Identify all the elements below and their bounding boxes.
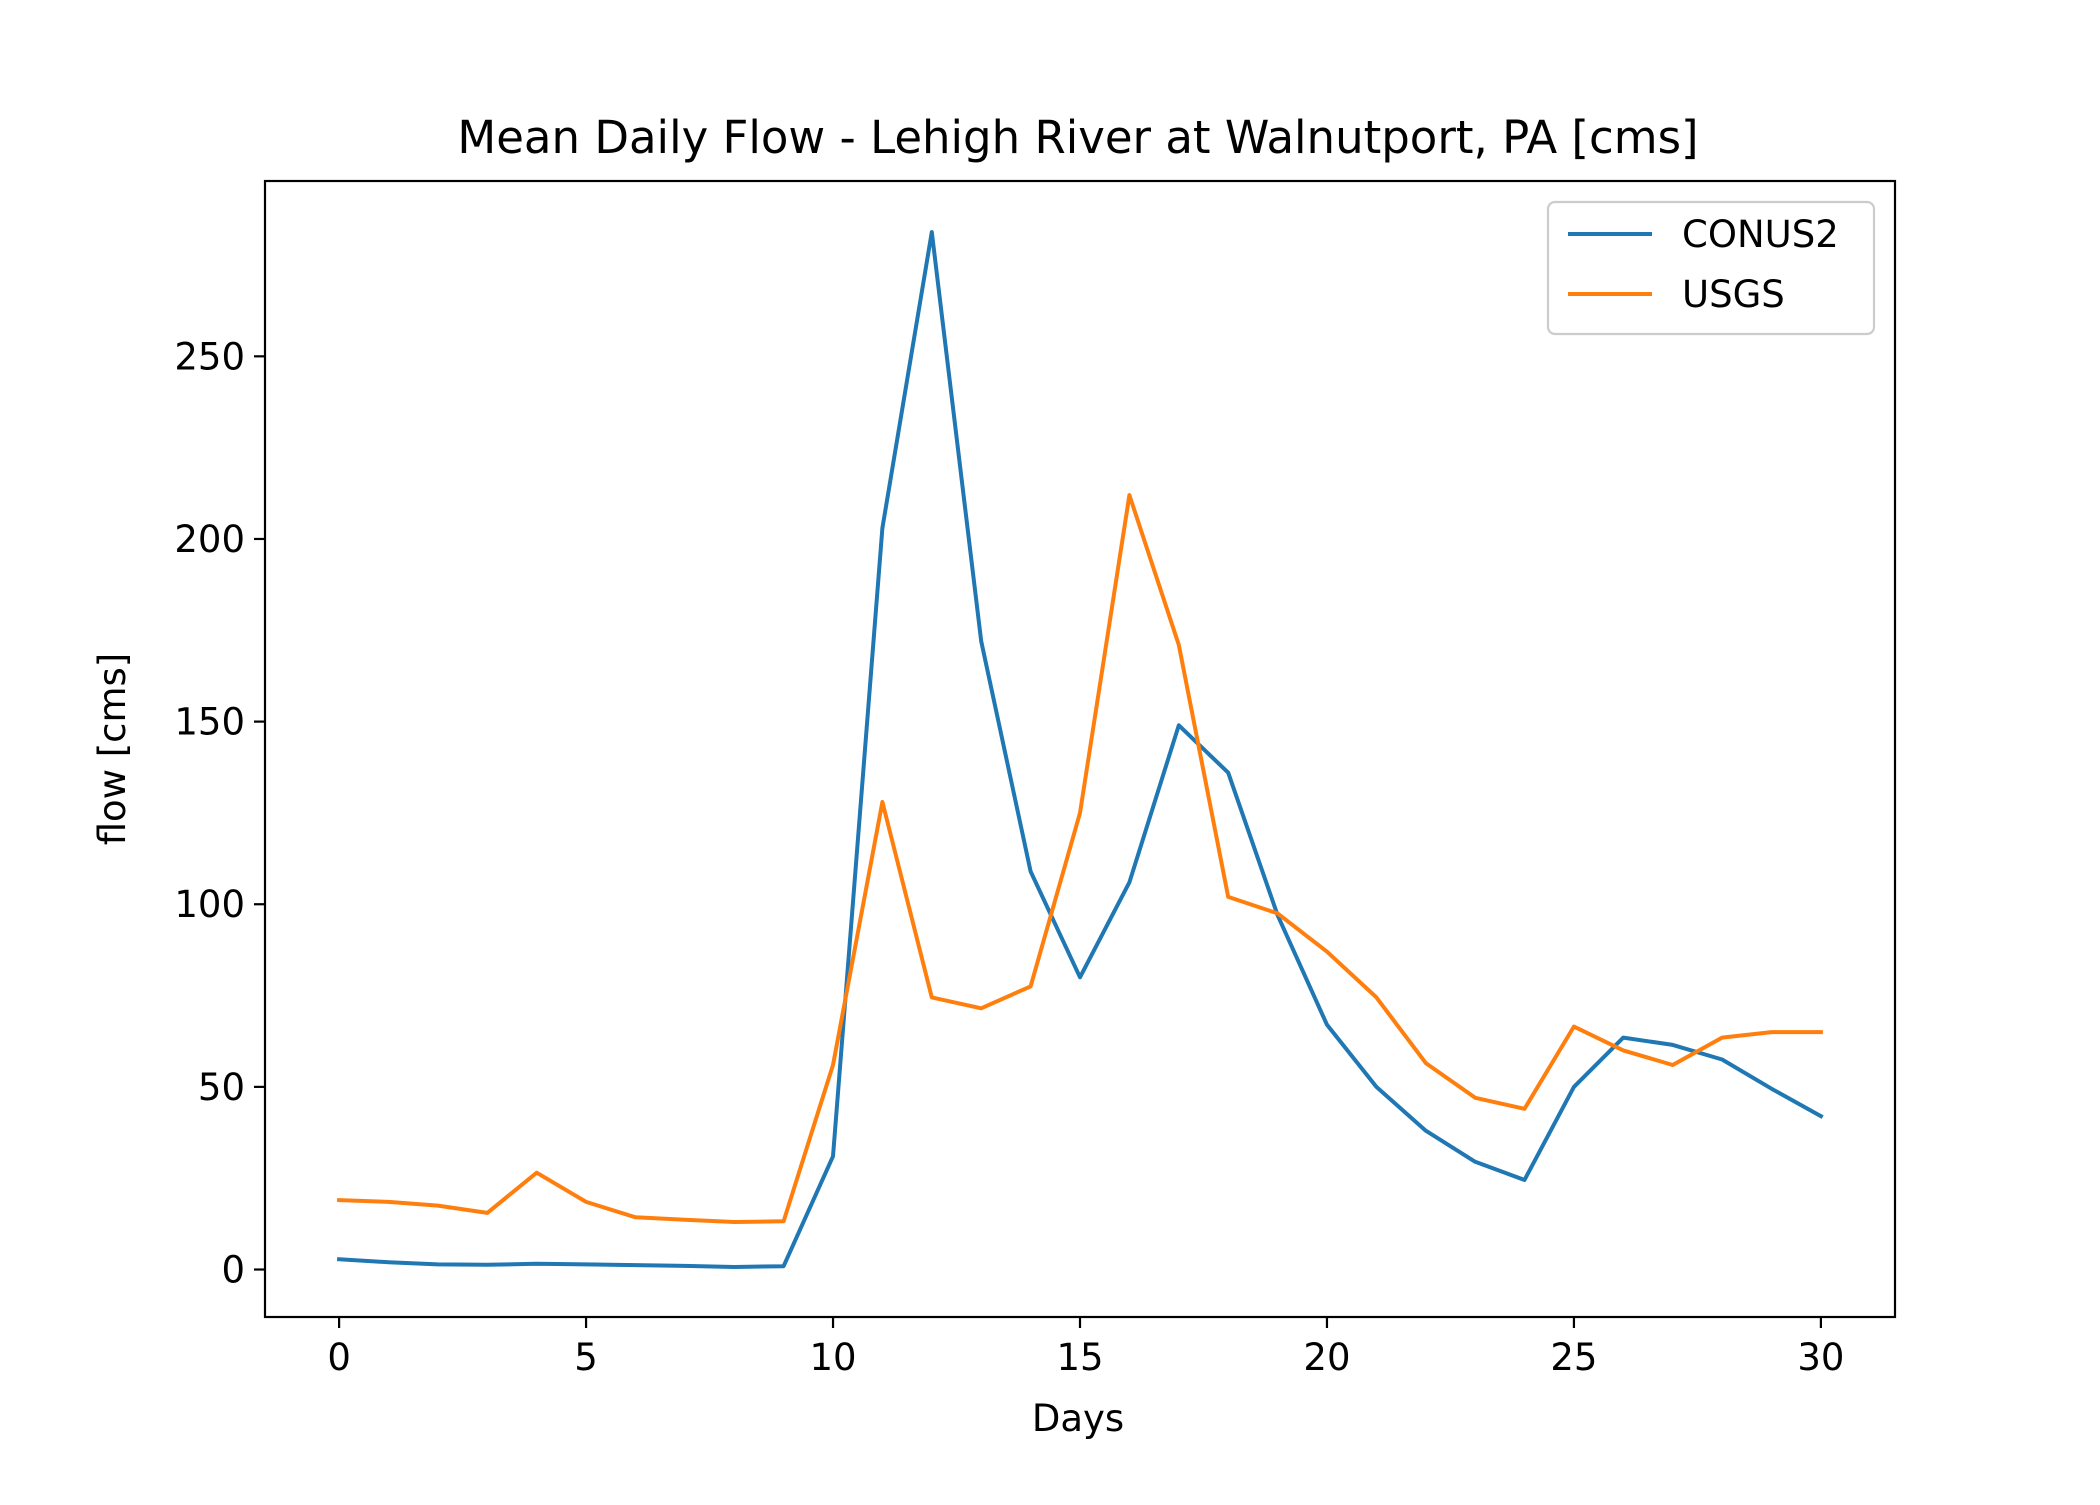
y-axis: 0 50 100 150 200 250: [174, 335, 265, 1292]
y-tick-label: 0: [221, 1249, 245, 1292]
y-tick-label: 200: [174, 518, 245, 561]
legend: CONUS2 USGS: [1546, 200, 1876, 336]
x-tick-label: 25: [1550, 1336, 1597, 1379]
x-axis-title: Days: [1032, 1397, 1124, 1440]
series-line-usgs: [337, 493, 1823, 1224]
x-tick-label: 0: [327, 1336, 351, 1379]
series-line-conus2: [336, 230, 1824, 1269]
y-tick-label: 150: [174, 701, 245, 744]
y-tick-label: 50: [198, 1066, 245, 1109]
y-tick-label: 250: [174, 335, 245, 378]
x-tick-label: 20: [1303, 1336, 1350, 1379]
legend-label-conus2: CONUS2: [1682, 213, 1839, 256]
y-tick-label: 100: [174, 883, 245, 926]
legend-label-usgs: USGS: [1682, 273, 1785, 316]
x-tick-label: 5: [574, 1336, 598, 1379]
x-axis: 0 5 10 15 20 25 30: [327, 1317, 1844, 1379]
x-tick-label: 15: [1056, 1336, 1103, 1379]
x-tick-label: 30: [1797, 1336, 1844, 1379]
y-axis-title: flow [cms]: [91, 653, 134, 846]
series-layer: [336, 230, 1824, 1269]
x-tick-label: 10: [809, 1336, 856, 1379]
chart-title: Mean Daily Flow - Lehigh River at Walnut…: [457, 111, 1698, 164]
